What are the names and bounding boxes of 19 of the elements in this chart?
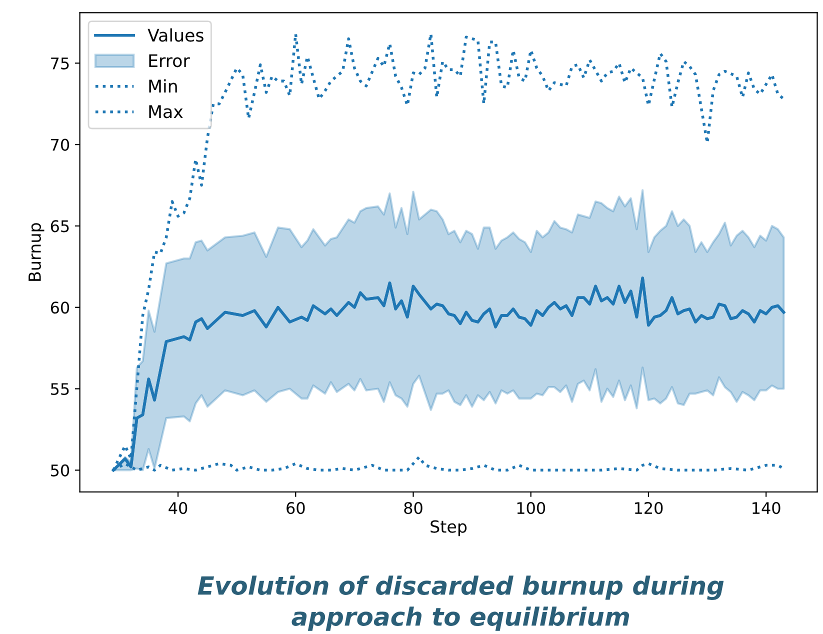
y-tick-label: 55: [51, 383, 69, 396]
legend-label: Max: [149, 105, 183, 118]
legend-label: Values: [148, 28, 204, 42]
x-tick-label: 100: [517, 502, 546, 514]
y-tick-label: 70: [51, 138, 70, 151]
y-tick-label: 75: [51, 58, 69, 70]
y-axis-title: Burnup: [28, 223, 44, 281]
x-tick-label: 40: [168, 502, 188, 514]
text: Evolution of discarded burnup during approach to equilibrium: [198, 576, 724, 631]
legend-label: Error: [149, 54, 190, 68]
x-tick-label: 140: [752, 502, 780, 514]
legend-label: Min: [149, 79, 177, 92]
y-tick-label: 50: [51, 464, 70, 476]
x-tick-label: 120: [634, 502, 663, 514]
x-axis-title: Step: [430, 520, 467, 536]
x-tick-label: 60: [286, 502, 305, 514]
x-tick-label: 80: [404, 502, 422, 514]
y-tick-label: 60: [50, 302, 70, 314]
y-tick-label: 65: [50, 220, 69, 232]
